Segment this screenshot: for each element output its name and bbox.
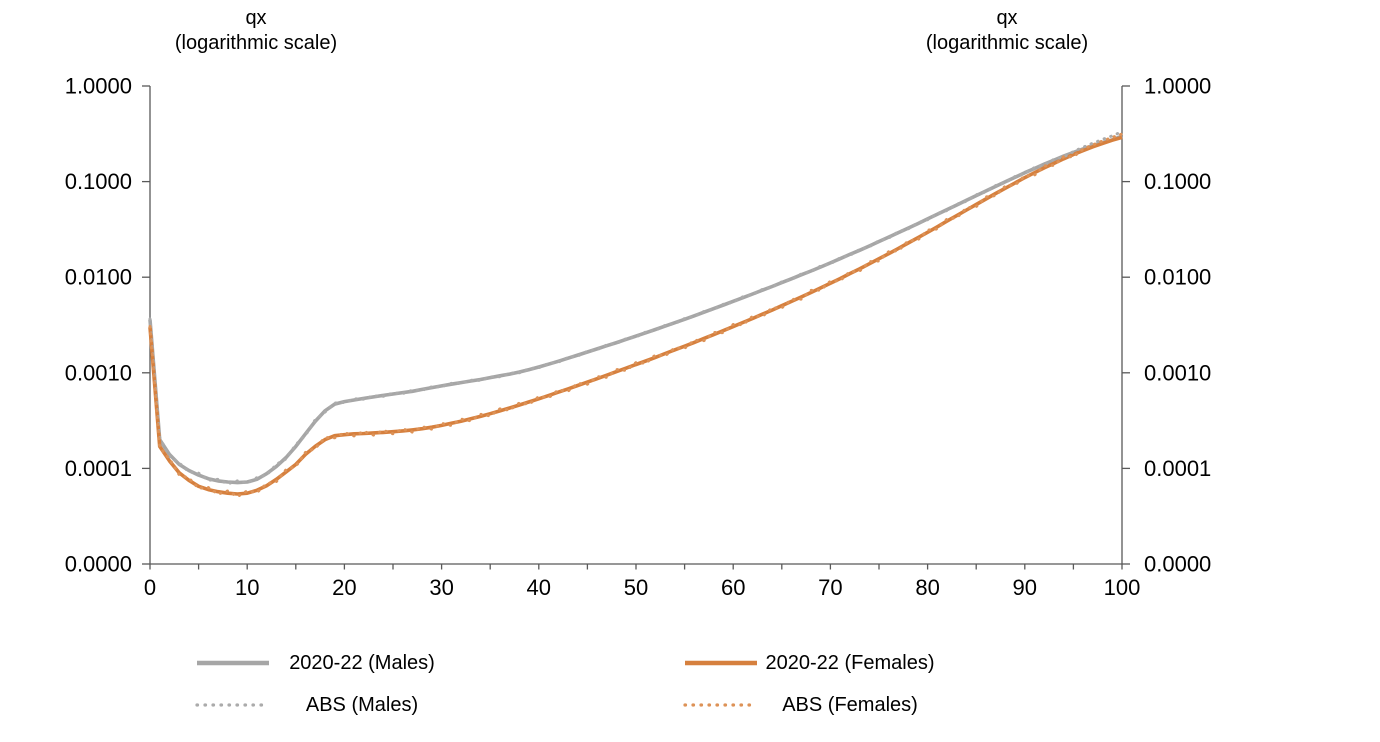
series-line-abs-females xyxy=(148,132,1124,498)
y-tick-label-left: 0.0010 xyxy=(65,360,132,385)
y-tick-label-left: 0.0001 xyxy=(65,456,132,481)
dotted-line-swatch-icon xyxy=(195,703,271,707)
y-tick-label-left: 1.0000 xyxy=(65,74,132,99)
legend-item-2020-22-males: 2020-22 (Males) xyxy=(195,652,453,674)
y-tick-label-right: 0.0001 xyxy=(1144,456,1211,481)
x-tick-label: 90 xyxy=(1013,575,1037,600)
x-tick-label: 30 xyxy=(429,575,453,600)
series-line-abs-males xyxy=(148,130,1124,486)
legend-item-abs-females: ABS (Females) xyxy=(683,694,941,716)
series-line-2020-22-females xyxy=(148,135,1123,496)
x-tick-label: 10 xyxy=(235,575,259,600)
x-tick-label: 60 xyxy=(721,575,745,600)
left-axis-title-line1: qx xyxy=(245,7,267,29)
x-tick-label: 0 xyxy=(144,575,156,600)
x-tick-label: 20 xyxy=(332,575,356,600)
x-tick-label: 100 xyxy=(1104,575,1141,600)
y-tick-label-right: 0.0000 xyxy=(1144,552,1211,577)
dotted-line-swatch-icon xyxy=(683,703,759,707)
legend-label: 2020-22 (Females) xyxy=(765,651,935,674)
legend-item-abs-males: ABS (Males) xyxy=(195,694,453,716)
x-tick-label: 40 xyxy=(527,575,551,600)
legend-item-2020-22-females: 2020-22 (Females) xyxy=(683,652,941,674)
y-tick-label-right: 0.1000 xyxy=(1144,169,1211,194)
legend-label: ABS (Females) xyxy=(782,693,918,716)
left-axis-title-line2: (logarithmic scale) xyxy=(174,32,338,54)
solid-line-swatch-icon xyxy=(685,660,757,666)
y-tick-label-left: 0.0100 xyxy=(65,265,132,290)
x-tick-label: 70 xyxy=(818,575,842,600)
x-tick-label: 80 xyxy=(915,575,939,600)
y-tick-label-right: 0.0100 xyxy=(1144,265,1211,290)
legend-label: 2020-22 (Males) xyxy=(289,651,435,674)
left-axis-title: qx (logarithmic scale) xyxy=(106,6,406,56)
y-tick-label-right: 1.0000 xyxy=(1144,74,1211,99)
legend-label: ABS (Males) xyxy=(305,693,419,716)
right-axis-title-line1: qx xyxy=(996,7,1018,29)
y-tick-label-right: 0.0010 xyxy=(1144,360,1211,385)
right-axis-title: qx (logarithmic scale) xyxy=(857,6,1157,56)
y-tick-label-left: 0.0000 xyxy=(65,552,132,577)
y-tick-label-left: 0.1000 xyxy=(65,169,132,194)
right-axis-title-line2: (logarithmic scale) xyxy=(925,32,1089,54)
series-line-2020-22-males xyxy=(148,134,1123,485)
solid-line-swatch-icon xyxy=(197,660,269,666)
x-tick-label: 50 xyxy=(624,575,648,600)
